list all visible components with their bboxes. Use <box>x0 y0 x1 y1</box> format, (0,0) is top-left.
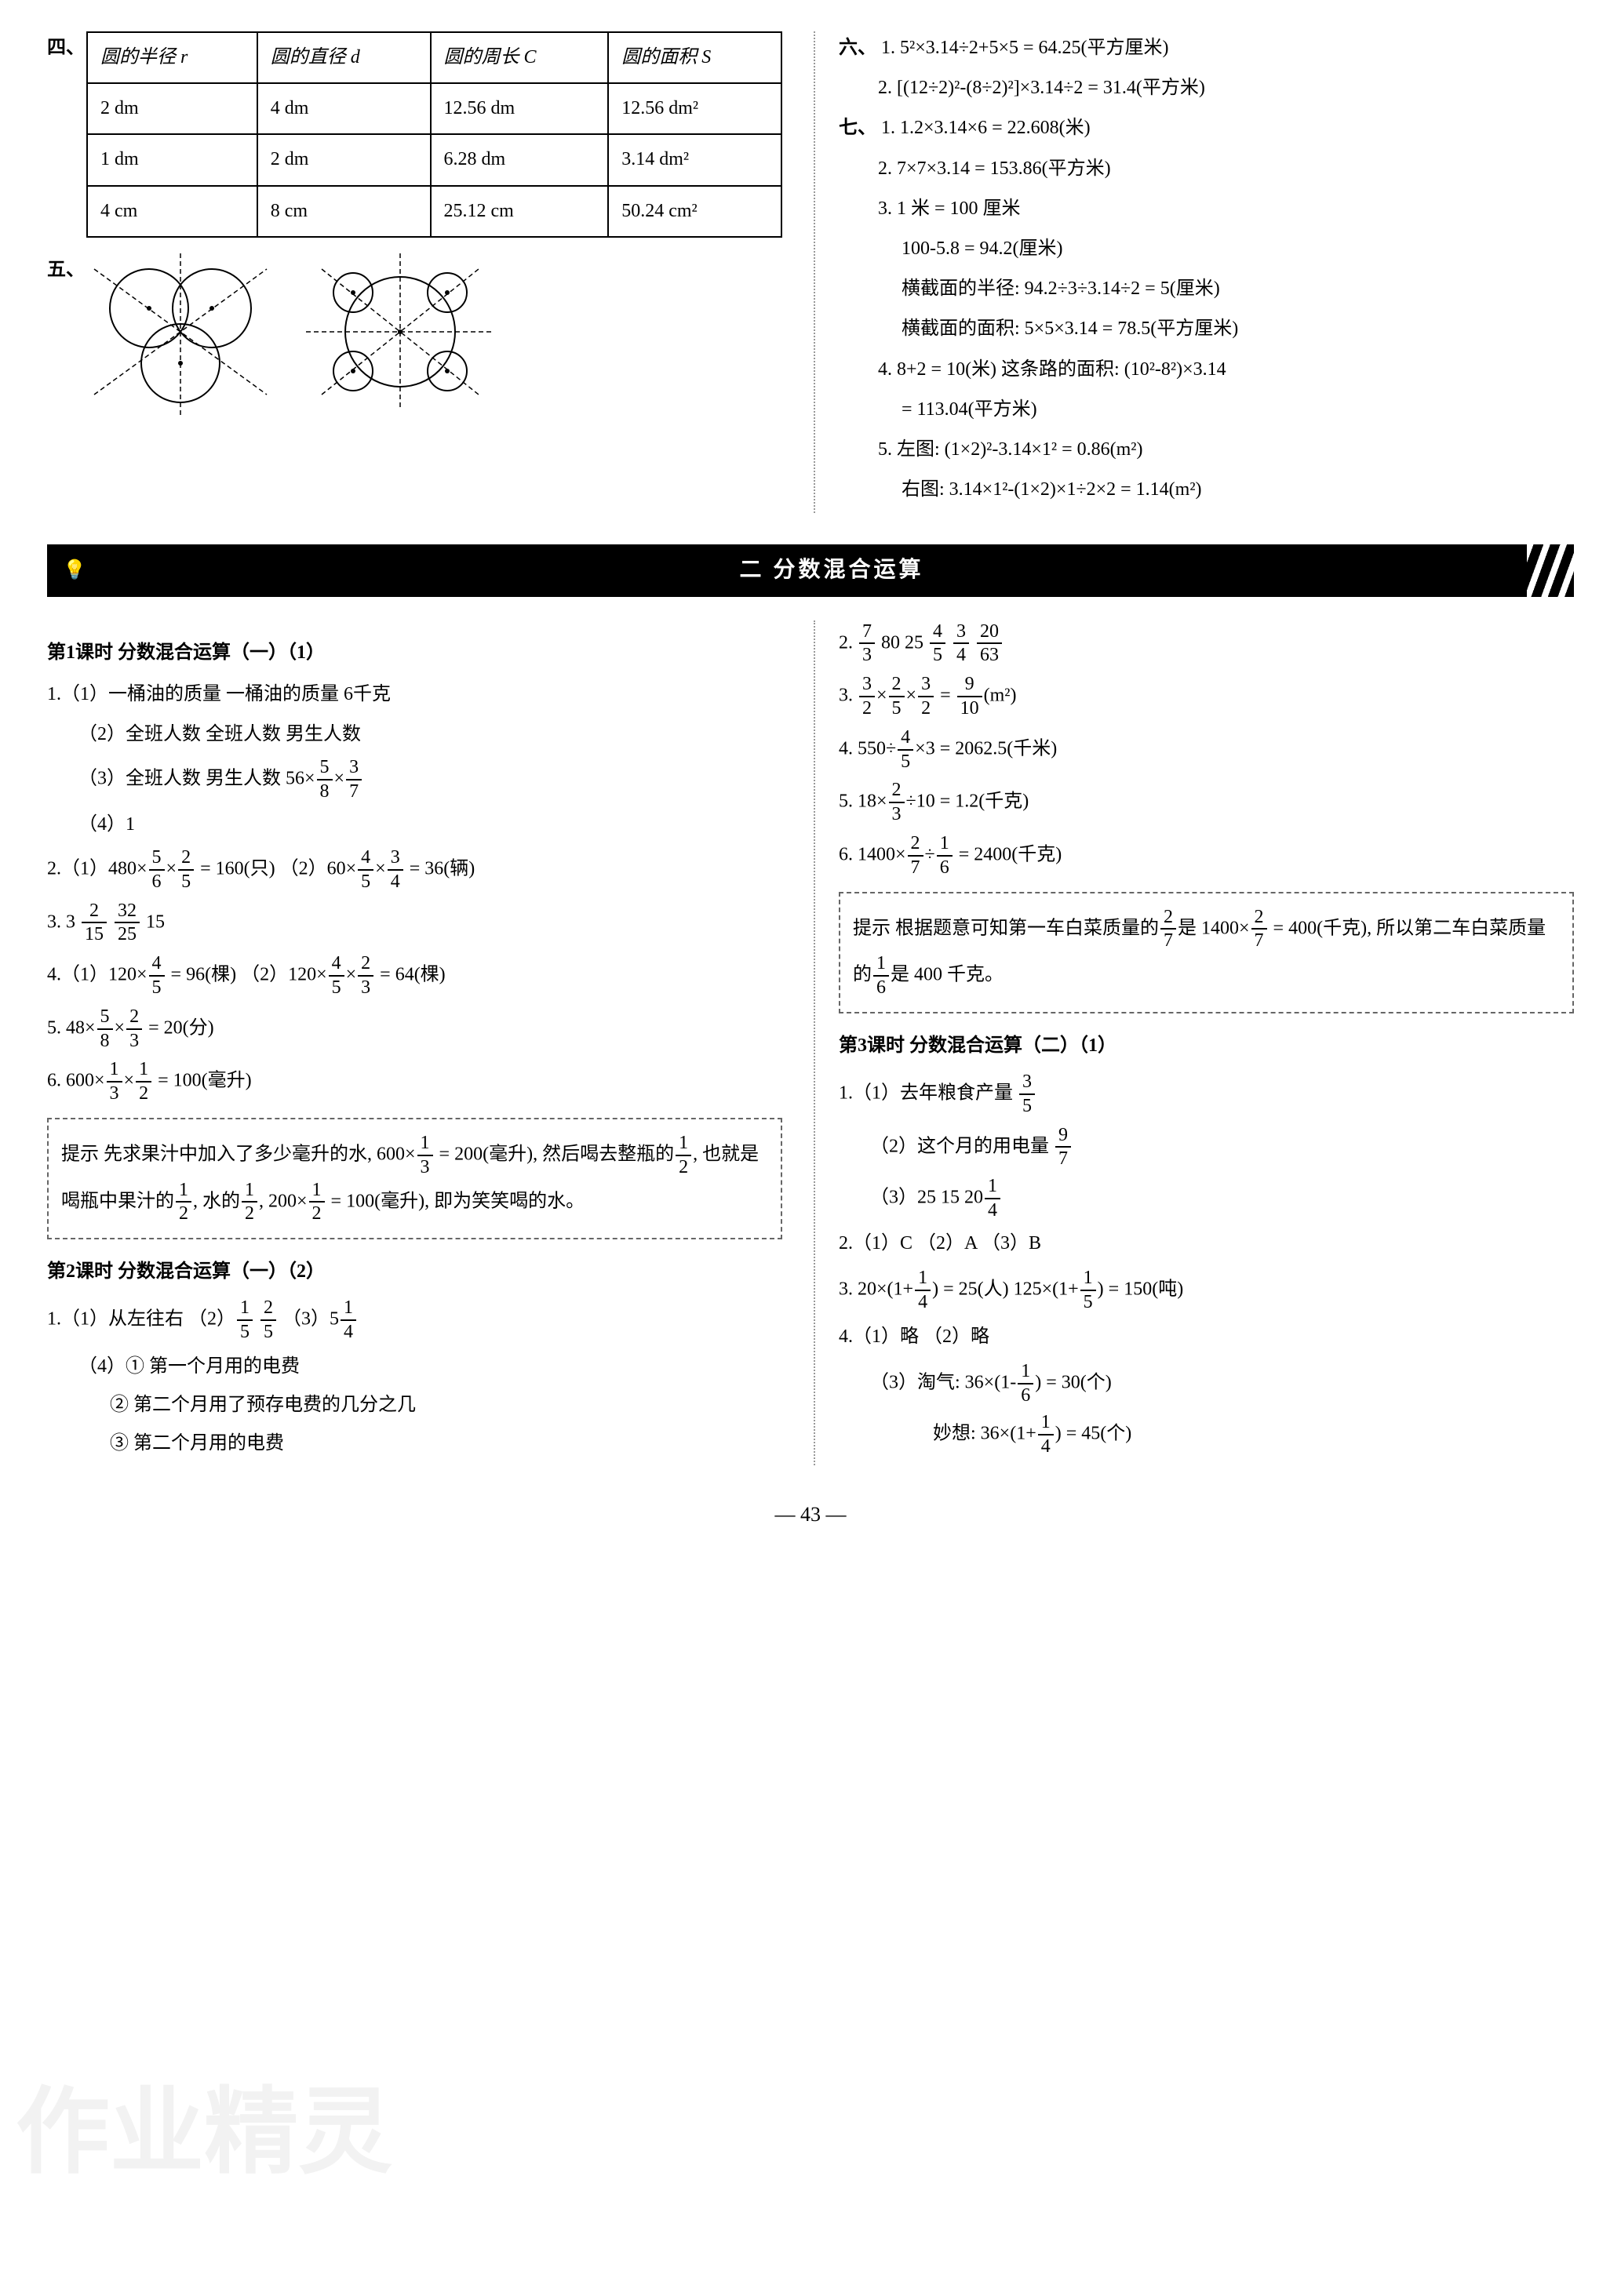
venn-diagram-1 <box>86 253 275 418</box>
table-cell: 2 dm <box>257 134 431 185</box>
lesson3-q4-3b: 妙想: 36×(1+14) = 45(个) <box>839 1411 1574 1458</box>
lesson2-q2: 2. 73 80 25 45 34 2063 <box>839 620 1574 668</box>
section7-item: 3. 1 米 = 100 厘米 <box>839 192 1574 226</box>
lesson1-q1-2: （2）全班人数 全班人数 男生人数 <box>47 718 782 751</box>
lesson2-q1-4-2: ② 第二个月用了预存电费的几分之几 <box>47 1388 782 1422</box>
lesson2-title: 第2课时 分数混合运算（一）（2） <box>47 1255 782 1289</box>
lesson2-q6: 6. 1400×27÷16 = 2400(千克) <box>839 832 1574 879</box>
lesson2-q4: 4. 550÷45×3 = 2062.5(千米) <box>839 726 1574 773</box>
lesson1-hint: 提示 先求果汁中加入了多少毫升的水, 600×13 = 200(毫升), 然后喝… <box>47 1118 782 1239</box>
th-diameter: 圆的直径 d <box>257 32 431 83</box>
venn-diagram-2 <box>306 253 494 418</box>
lesson2-q1-4-3: ③ 第二个月用的电费 <box>47 1427 782 1461</box>
banner-stripes <box>1527 544 1574 596</box>
section5-label: 五、 <box>47 253 86 287</box>
table-cell: 4 cm <box>87 186 257 237</box>
section7-item: 100-5.8 = 94.2(厘米) <box>839 232 1574 266</box>
section7-label: 七、 <box>839 111 876 145</box>
lesson1-q1-1: 1.（1）一桶油的质量 一桶油的质量 6千克 <box>47 678 782 711</box>
section6-item: 2. [(12÷2)²-(8÷2)²]×3.14÷2 = 31.4(平方米) <box>839 71 1574 105</box>
lesson1-q2: 2.（1）480×56×25 = 160(只) （2）60×45×34 = 36… <box>47 846 782 893</box>
section6-item: 1. 5²×3.14÷2+5×5 = 64.25(平方厘米) <box>881 38 1169 58</box>
table-cell: 3.14 dm² <box>608 134 781 185</box>
lesson2-q5: 5. 18×23÷10 = 1.2(千克) <box>839 779 1574 826</box>
lesson2-q1-1: 1.（1）从左往右 （2）15 25 （3）514 <box>47 1297 782 1344</box>
th-circumference: 圆的周长 C <box>431 32 609 83</box>
lesson1-q5: 5. 48×58×23 = 20(分) <box>47 1006 782 1053</box>
page-number: — 43 — <box>47 1497 1574 1534</box>
lesson2-q1-4-1: （4）① 第一个月用的电费 <box>47 1350 782 1384</box>
lesson3-q1-3: （3）25 15 2014 <box>839 1175 1574 1222</box>
table-cell: 6.28 dm <box>431 134 609 185</box>
table-cell: 2 dm <box>87 83 257 134</box>
lesson1-title: 第1课时 分数混合运算（一）（1） <box>47 636 782 670</box>
table-cell: 12.56 dm <box>431 83 609 134</box>
lesson3-q1-1: 1.（1）去年粮食产量 35 <box>839 1071 1574 1118</box>
section4-label: 四、 <box>47 31 86 65</box>
lesson3-q3: 3. 20×(1+14) = 25(人) 125×(1+15) = 150(吨) <box>839 1267 1574 1314</box>
th-radius: 圆的半径 r <box>87 32 257 83</box>
lesson2-q3: 3. 32×25×32 = 910(m²) <box>839 673 1574 720</box>
table-cell: 12.56 dm² <box>608 83 781 134</box>
circle-table: 圆的半径 r 圆的直径 d 圆的周长 C 圆的面积 S 2 dm 4 dm 12… <box>86 31 782 238</box>
lesson1-q1-4: （4）1 <box>47 808 782 842</box>
watermark: 作业精灵 <box>16 2048 392 2218</box>
lesson2-hint: 提示 根据题意可知第一车白菜质量的27是 1400×27 = 400(千克), … <box>839 892 1574 1013</box>
section7-item: 2. 7×7×3.14 = 153.86(平方米) <box>839 152 1574 186</box>
lesson1-q1-3: （3）全班人数 男生人数 56×58×37 <box>47 756 782 803</box>
section7-item: 右图: 3.14×1²-(1×2)×1÷2×2 = 1.14(m²) <box>839 473 1574 507</box>
table-cell: 4 dm <box>257 83 431 134</box>
table-cell: 8 cm <box>257 186 431 237</box>
section7-item: 1. 1.2×3.14×6 = 22.608(米) <box>881 118 1091 138</box>
th-area: 圆的面积 S <box>608 32 781 83</box>
section7-item: = 113.04(平方米) <box>839 393 1574 427</box>
section6-label: 六、 <box>839 31 876 65</box>
banner-title: 二 分数混合运算 <box>105 551 1558 590</box>
lesson3-q1-2: （2）这个月的用电量 97 <box>839 1124 1574 1171</box>
table-cell: 1 dm <box>87 134 257 185</box>
lesson3-q2: 2.（1）C （2）A （3）B <box>839 1227 1574 1261</box>
lesson1-q3: 3. 3 215 3225 15 <box>47 900 782 947</box>
section7-item: 5. 左图: (1×2)²-3.14×1² = 0.86(m²) <box>839 433 1574 467</box>
table-cell: 25.12 cm <box>431 186 609 237</box>
lesson3-q4-1: 4.（1）略 （2）略 <box>839 1320 1574 1354</box>
lesson3-title: 第3课时 分数混合运算（二）（1） <box>839 1029 1574 1063</box>
chapter-banner: 💡 二 分数混合运算 <box>47 544 1574 596</box>
section7-item: 横截面的半径: 94.2÷3÷3.14÷2 = 5(厘米) <box>839 272 1574 306</box>
section7-item: 4. 8+2 = 10(米) 这条路的面积: (10²-8²)×3.14 <box>839 353 1574 387</box>
table-cell: 50.24 cm² <box>608 186 781 237</box>
lesson3-q4-3: （3）淘气: 36×(1-16) = 30(个) <box>839 1360 1574 1407</box>
lesson1-q4: 4.（1）120×45 = 96(棵) （2）120×45×23 = 64(棵) <box>47 952 782 999</box>
lesson1-q6: 6. 600×13×12 = 100(毫升) <box>47 1058 782 1105</box>
section7-item: 横截面的面积: 5×5×3.14 = 78.5(平方厘米) <box>839 312 1574 346</box>
lightbulb-icon: 💡 <box>63 554 89 588</box>
